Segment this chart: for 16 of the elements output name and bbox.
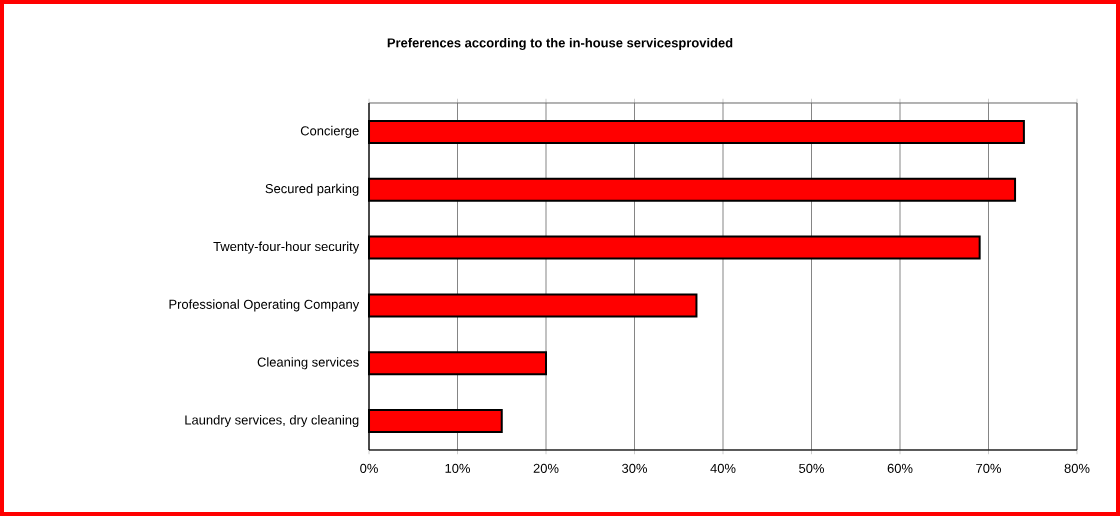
y-tick-label: Secured parking [265,183,359,196]
y-tick-label: Cleaning services [257,357,359,370]
x-tick-label: 40% [710,463,736,473]
y-tick-label: Concierge [300,125,359,138]
y-tick-label: Professional Operating Company [169,299,360,312]
chart-title: Preferences according to the in-house servicesprovided [387,37,733,51]
x-tick-label: 0% [360,463,378,473]
x-tick-label: 60% [887,463,913,473]
x-tick-label: 30% [622,463,648,473]
x-tick-label: 80% [1064,463,1090,473]
y-tick-label: Twenty-four-hour security [213,241,360,254]
x-tick-label: 10% [445,463,471,473]
y-tick-label: Laundry services, dry cleaning [185,415,359,428]
x-tick-label: 50% [799,463,825,473]
x-tick-label: 70% [976,463,1001,473]
x-tick-label: 20% [533,463,559,473]
